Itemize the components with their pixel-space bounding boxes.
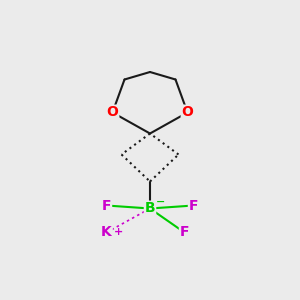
Text: F: F: [102, 199, 111, 212]
Text: K: K: [101, 226, 112, 239]
Text: −: −: [156, 196, 165, 207]
Text: F: F: [180, 226, 189, 239]
Text: +: +: [114, 226, 123, 237]
Text: O: O: [106, 106, 119, 119]
Text: O: O: [182, 106, 194, 119]
Text: F: F: [189, 199, 198, 212]
Text: B: B: [145, 202, 155, 215]
